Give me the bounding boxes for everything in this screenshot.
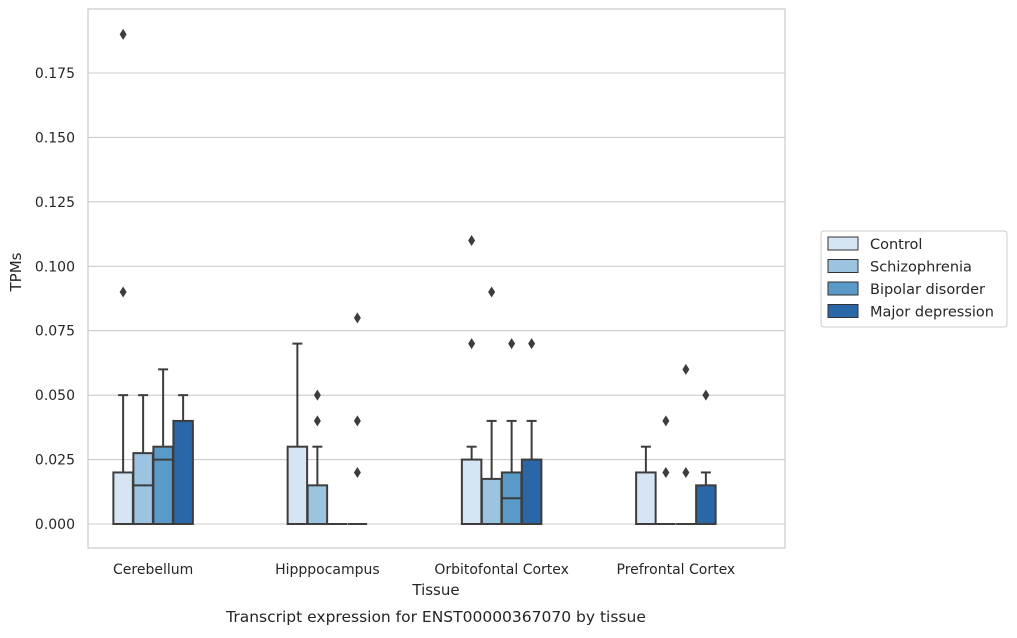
box	[172, 419, 194, 525]
outlier-point	[353, 415, 361, 427]
legend-label: Schizophrenia	[870, 260, 972, 276]
box	[635, 471, 657, 526]
x-tick-label: Cerebellum	[113, 562, 193, 578]
category-group	[286, 312, 368, 526]
x-tick-labels: Cerebellum Hipppocampus Orbitofontal Corte…	[113, 562, 735, 578]
outlier-point	[662, 466, 670, 478]
x-axis-label: Tissue	[411, 581, 459, 599]
box	[480, 477, 503, 525]
category-group	[635, 363, 717, 526]
chart-title: Transcript expression for ENST0000036707…	[225, 608, 646, 626]
outlier-point	[119, 286, 127, 298]
y-tick-label: 0.075	[35, 324, 75, 340]
category-group	[460, 235, 543, 526]
outlier-point	[353, 466, 361, 478]
outlier-point	[528, 338, 536, 350]
box	[112, 471, 134, 526]
legend-frame	[820, 230, 1008, 328]
outlier-point	[508, 338, 516, 350]
legend-label: Control	[870, 237, 922, 253]
category-group	[112, 28, 194, 526]
box	[520, 458, 543, 526]
y-tick-label: 0.100	[35, 259, 75, 275]
legend-label: Major depression	[870, 305, 994, 321]
legend-label: Bipolar disorder	[870, 282, 985, 298]
box-groups	[112, 28, 717, 526]
y-tick-label: 0.050	[35, 388, 75, 404]
y-tick-labels: 0.000 0.025 0.050 0.075 0.100 0.125 0.150 0.175	[35, 66, 75, 533]
outlier-point	[313, 389, 321, 401]
box	[306, 484, 329, 526]
box	[460, 458, 483, 526]
y-tick-label: 0.025	[35, 453, 75, 469]
x-tick-label: Prefrontal Cortex	[617, 562, 736, 578]
outlier-point	[662, 415, 670, 427]
grid-lines	[88, 72, 785, 525]
outlier-point	[468, 338, 476, 350]
outlier-point	[702, 389, 710, 401]
outlier-point	[468, 235, 476, 247]
legend-swatch	[827, 281, 859, 296]
box	[152, 445, 174, 525]
box	[132, 452, 154, 525]
box	[286, 445, 309, 525]
y-axis-label: TPMs	[7, 252, 25, 292]
y-tick-label: 0.125	[35, 195, 75, 211]
outlier-point	[682, 363, 690, 375]
y-tick-label: 0.175	[35, 66, 75, 82]
outlier-point	[313, 415, 321, 427]
outlier-point	[488, 286, 496, 298]
box	[695, 484, 717, 526]
outlier-point	[353, 312, 361, 324]
y-tick-label: 0.000	[35, 517, 75, 533]
outlier-point	[682, 466, 690, 478]
y-tick-label: 0.150	[35, 130, 75, 146]
x-tick-label: Orbitofontal Cortex	[434, 562, 569, 578]
outlier-point	[119, 28, 127, 40]
legend: Control Schizophrenia Bipolar disorder Majo…	[820, 230, 1008, 328]
legend-swatch	[827, 236, 859, 251]
plot-area-frame	[87, 8, 786, 549]
x-tick-label: Hipppocampus	[275, 562, 380, 578]
legend-swatch	[827, 304, 859, 318]
legend-swatch	[827, 259, 859, 273]
